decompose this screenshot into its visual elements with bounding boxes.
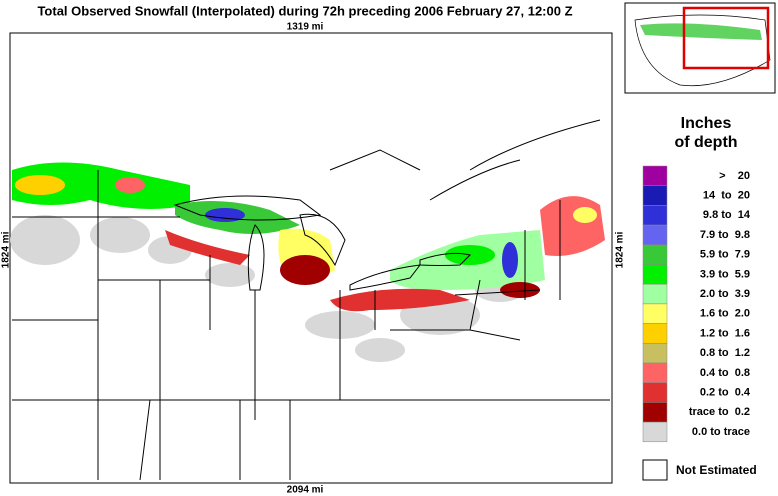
legend-swatch bbox=[642, 402, 668, 423]
legend-label: 5.9 to 7.9 bbox=[700, 249, 750, 261]
left-scale: 1824 mi bbox=[1, 231, 12, 268]
trace-areas bbox=[10, 215, 525, 362]
main-map bbox=[9, 32, 613, 484]
legend-swatch bbox=[642, 362, 668, 383]
legend-label: 14 to 20 bbox=[703, 189, 750, 201]
snowfall-areas bbox=[12, 162, 605, 312]
legend-swatch bbox=[642, 224, 668, 246]
inset-map bbox=[624, 2, 776, 94]
legend-swatch bbox=[642, 382, 668, 403]
legend-label: 2.0 to 3.9 bbox=[700, 288, 750, 300]
legend-swatch bbox=[642, 264, 668, 285]
legend-label: 0.2 to 0.4 bbox=[700, 386, 751, 398]
legend-label: 0.0 to trace bbox=[692, 426, 750, 438]
top-scale: 1319 mi bbox=[287, 22, 324, 33]
right-scale: 1824 mi bbox=[615, 231, 626, 268]
inset-highlight bbox=[682, 6, 770, 70]
legend-label: 0.4 to 0.8 bbox=[700, 367, 750, 379]
legend-swatch bbox=[642, 244, 668, 265]
legend-swatch bbox=[642, 421, 668, 443]
legend-label: 7.9 to 9.8 bbox=[700, 229, 750, 241]
legend-swatch bbox=[642, 205, 668, 226]
legend-label: 3.9 to 5.9 bbox=[700, 268, 750, 280]
map-title: Total Observed Snowfall (Interpolated) d… bbox=[37, 3, 572, 18]
not-estimated-swatch bbox=[642, 459, 668, 481]
borders bbox=[12, 119, 610, 481]
legend-title: of depth bbox=[674, 134, 737, 151]
legend-label: 1.2 to 1.6 bbox=[700, 327, 750, 339]
legend: Inches of depth Not Estimated > 20 14 to … bbox=[642, 115, 757, 481]
legend-swatch bbox=[642, 323, 668, 344]
legend-swatch bbox=[642, 343, 668, 364]
legend-label: trace to 0.2 bbox=[689, 406, 750, 418]
legend-label: 9.8 to 14 bbox=[703, 209, 751, 221]
legend-swatch bbox=[642, 283, 668, 305]
legend-label: 0.8 to 1.2 bbox=[700, 347, 750, 359]
legend-swatch bbox=[642, 165, 668, 186]
legend-title: Inches bbox=[681, 115, 732, 132]
legend-label: > 20 bbox=[719, 170, 750, 182]
legend-label: 1.6 to 2.0 bbox=[700, 308, 750, 320]
legend-swatch bbox=[642, 185, 668, 206]
legend-label: Not Estimated bbox=[676, 463, 757, 477]
bottom-scale: 2094 mi bbox=[287, 485, 324, 496]
legend-swatch bbox=[642, 303, 668, 324]
